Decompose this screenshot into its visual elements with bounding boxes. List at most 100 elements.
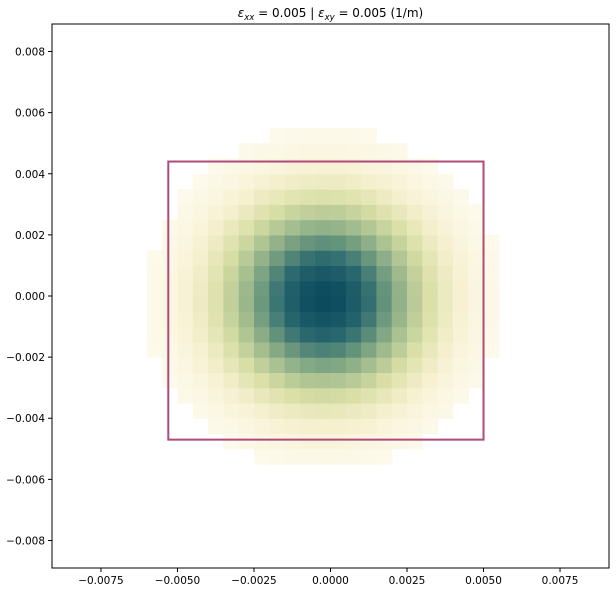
heatmap-cell xyxy=(269,265,286,282)
heatmap-cell xyxy=(422,219,439,236)
heatmap-cell xyxy=(376,433,393,450)
heatmap-cell xyxy=(192,341,209,358)
heatmap-cell xyxy=(223,311,240,328)
heatmap-cell xyxy=(361,296,377,312)
heatmap-cell xyxy=(376,250,393,267)
heatmap-cell xyxy=(422,326,439,343)
heatmap-cell xyxy=(223,341,240,358)
heatmap-cell xyxy=(407,326,423,343)
heatmap-cell xyxy=(208,219,224,236)
heatmap-cell xyxy=(192,311,209,328)
heatmap-cell xyxy=(253,341,270,358)
heatmap-cell xyxy=(192,296,209,312)
heatmap-cell xyxy=(407,296,423,312)
title-epsilon-1: ε xyxy=(238,6,245,20)
heatmap-cell xyxy=(330,204,347,221)
heatmap-cell xyxy=(269,189,286,205)
heatmap-cell xyxy=(452,326,469,343)
heatmap-cell xyxy=(238,418,255,435)
heatmap-cell xyxy=(299,372,316,389)
heatmap-cell xyxy=(361,265,377,282)
heatmap-cell xyxy=(452,311,469,328)
heatmap-cell xyxy=(391,341,408,358)
heatmap-cell xyxy=(208,311,224,328)
title-epsilon-2: ε xyxy=(318,6,325,20)
heatmap-cell xyxy=(407,357,423,373)
heatmap-cell xyxy=(238,250,255,267)
heatmap-cell xyxy=(192,326,209,343)
heatmap-cell xyxy=(299,433,316,450)
heatmap-cell xyxy=(345,219,362,236)
heatmap-cell xyxy=(208,173,224,190)
heatmap-cell xyxy=(238,204,255,221)
heatmap-cell xyxy=(345,280,362,297)
heatmap-cell xyxy=(407,311,423,328)
heatmap-cell xyxy=(162,326,179,343)
heatmap-cell xyxy=(192,280,209,297)
heatmap-cell xyxy=(361,143,377,160)
heatmap-cell xyxy=(162,296,179,312)
heatmap-cell xyxy=(361,280,377,297)
heatmap-cell xyxy=(253,219,270,236)
heatmap-cell xyxy=(299,387,316,404)
heatmap-cell xyxy=(192,372,209,389)
heatmap-cell xyxy=(238,357,255,373)
heatmap-cell xyxy=(299,448,316,465)
heatmap-cell xyxy=(345,387,362,404)
heatmap-cell xyxy=(208,234,224,251)
heatmap-cell xyxy=(361,189,377,205)
heatmap-cell xyxy=(437,173,454,190)
heatmap-cell xyxy=(468,265,485,282)
heatmap-cell xyxy=(407,418,423,435)
heatmap-cell xyxy=(269,311,286,328)
heatmap-cell xyxy=(162,280,179,297)
heatmap-cell xyxy=(330,341,347,358)
heatmap-cell xyxy=(253,280,270,297)
heatmap-cell xyxy=(376,418,393,435)
heatmap-cell xyxy=(330,372,347,389)
heatmap-cell xyxy=(437,204,454,221)
heatmap-cell xyxy=(315,280,332,297)
heatmap-cell xyxy=(407,265,423,282)
heatmap-cell xyxy=(223,265,240,282)
heatmap-cell xyxy=(345,296,362,312)
heatmap-cell xyxy=(223,296,240,312)
title-subscript-1: xx xyxy=(243,13,255,23)
heatmap-cell xyxy=(177,311,194,328)
heatmap-cell xyxy=(407,189,423,205)
heatmap-cell xyxy=(223,418,240,435)
heatmap-cell xyxy=(345,265,362,282)
heatmap-cell xyxy=(253,296,270,312)
heatmap-cell xyxy=(162,250,179,267)
heatmap-cell xyxy=(192,234,209,251)
heatmap-cell xyxy=(284,296,301,312)
heatmap-cell xyxy=(422,341,439,358)
heatmap-cell xyxy=(391,311,408,328)
heatmap-cell xyxy=(253,402,270,419)
heatmap-cell xyxy=(483,341,500,358)
heatmap-cell xyxy=(238,189,255,205)
heatmap-cell xyxy=(223,433,240,450)
heatmap-cell xyxy=(345,326,362,343)
heatmap-cell xyxy=(299,234,316,251)
heatmap-cell xyxy=(177,219,194,236)
heatmap-cell xyxy=(330,357,347,373)
heatmap-cell xyxy=(208,387,224,404)
heatmap-cell xyxy=(253,387,270,404)
heatmap-cell xyxy=(376,448,393,465)
heatmap-cell xyxy=(361,219,377,236)
heatmap-cell xyxy=(422,296,439,312)
heatmap-cell xyxy=(238,387,255,404)
heatmap-cell xyxy=(223,204,240,221)
heatmap-cell xyxy=(330,127,347,144)
heatmap-cell xyxy=(422,418,439,435)
heatmap-cell xyxy=(330,143,347,160)
heatmap-cell xyxy=(437,387,454,404)
heatmap-cell xyxy=(376,265,393,282)
heatmap-cell xyxy=(269,418,286,435)
heatmap-cell xyxy=(223,234,240,251)
heatmap-cell xyxy=(208,189,224,205)
heatmap-cell xyxy=(437,326,454,343)
heatmap-cell xyxy=(315,234,332,251)
heatmap-cell xyxy=(391,219,408,236)
